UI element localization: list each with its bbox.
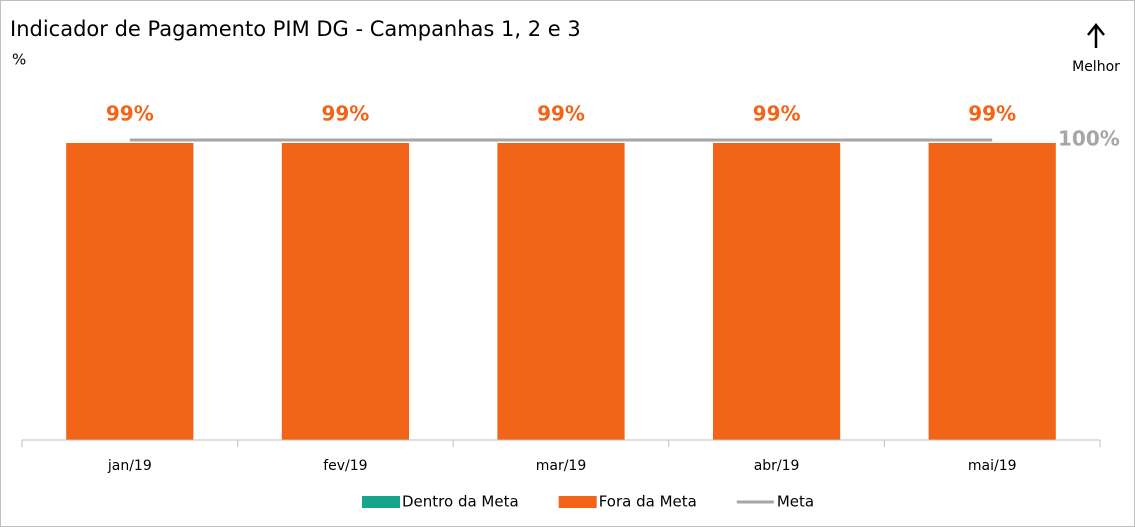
data-label: 99%	[321, 102, 369, 126]
legend-swatch	[558, 496, 597, 508]
bar	[66, 143, 194, 440]
data-label: 99%	[106, 102, 154, 126]
bar	[712, 143, 841, 440]
y-axis-label: %	[12, 51, 26, 69]
data-label: 99%	[537, 102, 585, 126]
chart-title: Indicador de Pagamento PIM DG - Campanha…	[10, 17, 581, 41]
data-label: 99%	[968, 102, 1016, 126]
legend-label: Meta	[777, 493, 814, 511]
bar	[928, 143, 1056, 440]
better-arrow	[1087, 22, 1105, 48]
target-label: 100%	[1058, 127, 1120, 151]
legend-label: Dentro da Meta	[402, 493, 519, 511]
bar	[497, 143, 625, 440]
x-tick-label: mar/19	[536, 458, 587, 474]
x-tick-label: jan/19	[107, 458, 152, 474]
annotation: Melhor	[1072, 59, 1120, 75]
bar	[281, 143, 410, 440]
x-tick-label: abr/19	[754, 458, 800, 474]
x-tick-label: fev/19	[323, 458, 367, 474]
legend-label: Fora da Meta	[599, 493, 697, 511]
data-label: 99%	[753, 102, 801, 126]
x-tick-label: mai/19	[968, 458, 1017, 474]
legend-swatch	[362, 496, 400, 508]
